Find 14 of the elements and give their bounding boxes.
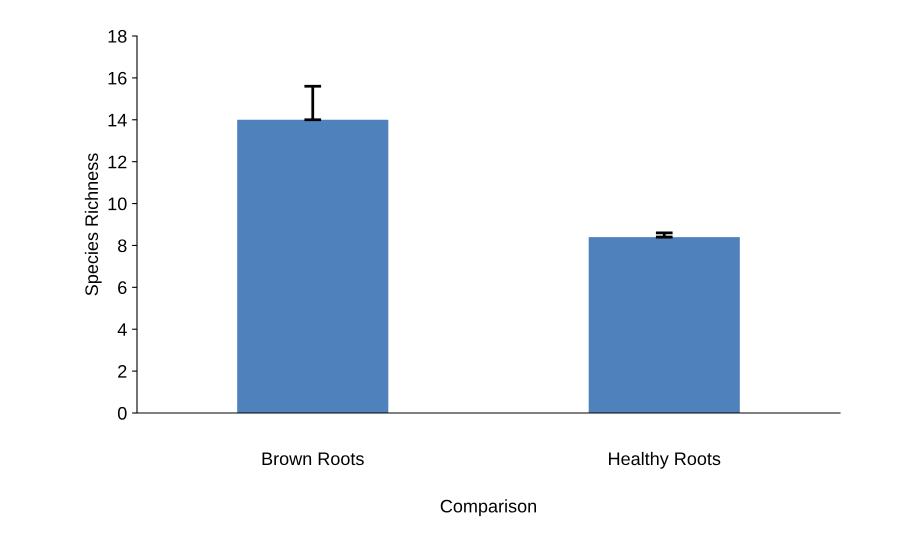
y-tick-label: 10 [108,197,127,210]
y-tick-label: 0 [118,406,127,420]
x-axis-title: Comparison [440,499,536,516]
x-tick-label: Brown Roots [262,452,364,466]
y-tick-label: 4 [118,323,127,336]
y-tick-label: 6 [118,281,126,294]
y-tick-label: 14 [108,114,127,126]
y-tick-label: 2 [118,365,126,378]
y-tick-label: 12 [108,156,126,168]
x-tick-label: Healthy Roots [609,452,720,469]
y-tick-label: 16 [108,72,126,85]
y-tick-label: 8 [118,239,126,252]
y-axis-title: Species Richness [84,153,102,296]
y-tick-label: 18 [108,30,126,43]
